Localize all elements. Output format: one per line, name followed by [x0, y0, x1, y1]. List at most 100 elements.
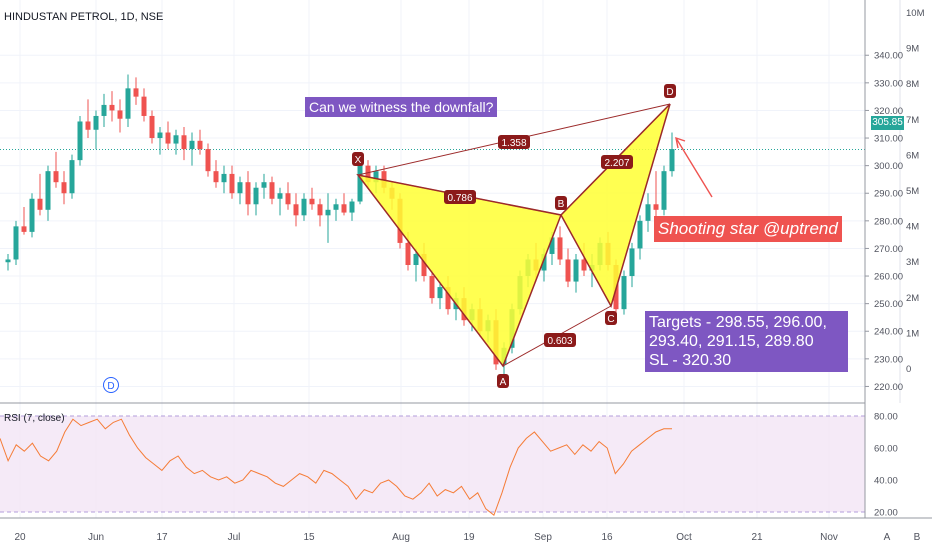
candle — [245, 171, 251, 216]
price-tick-label: 290.00 — [874, 189, 903, 200]
candle — [557, 226, 563, 265]
dividend-marker[interactable]: D — [103, 377, 119, 393]
candle — [645, 193, 651, 232]
candle-body — [309, 198, 315, 205]
candle — [237, 176, 243, 205]
candle-body — [653, 204, 659, 210]
price-tick-label: 230.00 — [874, 354, 903, 365]
candle — [133, 77, 139, 105]
candle-body — [197, 140, 203, 150]
candle — [437, 281, 443, 310]
candle — [325, 193, 331, 243]
candle-body — [365, 165, 371, 183]
pattern-point-b: B — [555, 196, 567, 210]
candle-body — [421, 253, 427, 277]
price-tick-label: 330.00 — [874, 78, 903, 89]
candle-body — [29, 198, 35, 232]
shooting-star-annotation: Shooting star @uptrend — [654, 216, 842, 242]
candle-body — [437, 287, 443, 299]
candle-body — [661, 171, 667, 210]
candle — [669, 132, 675, 177]
candle-body — [221, 173, 227, 183]
candle — [653, 171, 659, 221]
pattern-ratio-text: 0.786 — [447, 193, 472, 204]
pattern-point-label: C — [607, 314, 614, 325]
candle — [173, 129, 179, 155]
candle-body — [573, 259, 579, 282]
volume-tick-label: 8M — [906, 79, 919, 90]
auto-scale-button: A — [884, 532, 891, 543]
candle — [565, 248, 571, 288]
date-tick-label: 20 — [14, 532, 26, 543]
candle-body — [5, 259, 11, 263]
pattern-ratio-badge — [498, 135, 530, 149]
rsi-line — [0, 418, 672, 517]
candle — [349, 198, 355, 221]
candle-body — [341, 204, 347, 213]
price-tick-label: 310.00 — [874, 134, 903, 145]
date-tick-label: Jul — [228, 532, 241, 543]
candle-body — [557, 237, 563, 260]
date-tick-label: Sep — [534, 532, 552, 543]
rsi-tick-label: 60.00 — [874, 444, 898, 455]
candle-body — [429, 276, 435, 299]
date-tick-label: 16 — [601, 532, 613, 543]
candle — [85, 99, 91, 139]
pattern-point-badge — [352, 152, 364, 166]
candle-body — [373, 171, 379, 183]
pattern-ratio-label: 0.786 — [444, 190, 476, 204]
candle-body — [317, 204, 323, 216]
candle — [277, 187, 283, 216]
price-tick-label: 250.00 — [874, 299, 903, 310]
candle-body — [133, 88, 139, 97]
candle — [13, 220, 19, 265]
candle — [573, 253, 579, 293]
targets-line-2: 293.40, 291.15, 289.80 — [649, 333, 814, 350]
candle — [29, 193, 35, 238]
pattern-point-badge — [664, 84, 676, 98]
pattern-point-badge — [605, 311, 617, 325]
targets-annotation: Targets - 298.55, 296.00, 293.40, 291.15… — [645, 311, 848, 372]
candle — [309, 187, 315, 210]
candle-body — [237, 182, 243, 194]
volume-tick-label: 9M — [906, 44, 919, 55]
candle-body — [173, 135, 179, 144]
date-tick-label: Jun — [88, 532, 104, 543]
candle-body — [213, 171, 219, 183]
pattern-point-badge — [555, 196, 567, 210]
harmonic-pattern[interactable]: X A B C D 0.786 0.603 2.207 1.358 — [352, 84, 676, 388]
pattern-point-label: D — [666, 87, 673, 98]
rsi-band — [0, 416, 865, 512]
pattern-point-c: C — [605, 311, 617, 325]
candle-body — [109, 104, 115, 111]
candle-body — [405, 242, 411, 265]
targets-line-1: Targets - 298.55, 296.00, — [649, 314, 827, 331]
candle-body — [229, 173, 235, 194]
candle — [125, 74, 131, 127]
candle-body — [445, 287, 451, 310]
candle-body — [101, 104, 107, 116]
volume-tick-label: 3M — [906, 257, 919, 268]
price-tick-label: 220.00 — [874, 382, 903, 393]
candle — [69, 154, 75, 199]
candle — [629, 242, 635, 288]
volume-tick-label: 2M — [906, 293, 919, 304]
candle — [93, 110, 99, 150]
volume-tick-label: 0 — [906, 364, 911, 375]
candle — [141, 88, 147, 122]
targets-line-3: SL - 320.30 — [649, 352, 732, 369]
candle — [285, 182, 291, 210]
candle — [229, 165, 235, 199]
candle — [221, 165, 227, 194]
pattern-point-label: A — [500, 377, 507, 388]
candle — [5, 253, 11, 271]
candle — [333, 198, 339, 221]
price-tick-label: 320.00 — [874, 106, 903, 117]
pattern-ratio-label: 2.207 — [601, 155, 633, 169]
log-scale-button: B — [914, 532, 921, 543]
candle — [621, 270, 627, 315]
candle-body — [629, 248, 635, 277]
candle-body — [277, 193, 283, 199]
candle — [181, 127, 187, 161]
